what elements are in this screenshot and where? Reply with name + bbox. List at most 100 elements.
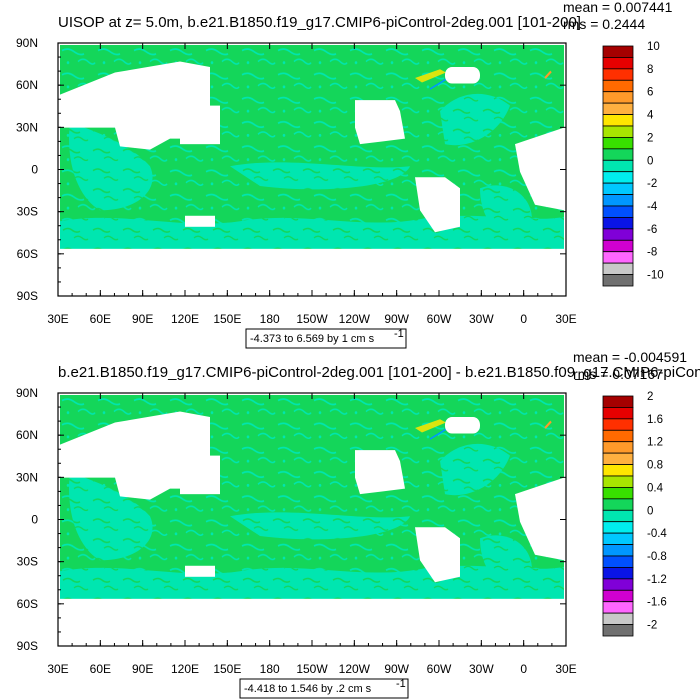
colorbar-label: 4 bbox=[647, 110, 654, 122]
x-tick-label: 90W bbox=[384, 312, 409, 326]
colorbar-label: -6 bbox=[647, 224, 657, 236]
x-tick-label: 120W bbox=[339, 662, 371, 676]
colorbar-swatch bbox=[602, 452, 634, 465]
x-tick-label: 30E bbox=[47, 312, 68, 326]
y-tick-label: 90S bbox=[17, 289, 38, 303]
panel-title: b.e21.B1850.f19_g17.CMIP6-piControl-2deg… bbox=[58, 364, 700, 381]
x-tick-label: 90E bbox=[132, 662, 153, 676]
colorbar-swatch bbox=[602, 601, 634, 614]
x-tick-label: 0 bbox=[520, 662, 527, 676]
y-tick-label: 90N bbox=[16, 36, 38, 50]
colorbar-swatch bbox=[602, 148, 634, 161]
map-plot-area bbox=[57, 42, 567, 297]
colorbar-swatch bbox=[602, 578, 634, 591]
colorbar-swatch bbox=[602, 182, 634, 195]
x-tick-label: 150E bbox=[213, 312, 241, 326]
colorbar-swatch bbox=[602, 498, 634, 511]
x-tick-label: 180 bbox=[260, 312, 280, 326]
x-tick-label: 30E bbox=[555, 662, 576, 676]
x-tick-label: 30W bbox=[469, 312, 494, 326]
colorbar-swatch bbox=[602, 125, 634, 138]
colorbar-label: 2 bbox=[647, 132, 653, 144]
x-tick-label: 120W bbox=[339, 312, 371, 326]
colorbar-label: -1.2 bbox=[647, 574, 667, 586]
x-tick-label: 90W bbox=[384, 662, 409, 676]
y-tick-label: 30S bbox=[17, 555, 38, 569]
colorbar-swatch bbox=[602, 555, 634, 568]
colorbar-swatch bbox=[602, 171, 634, 184]
map-plot-area bbox=[57, 392, 567, 647]
colorbar-swatch bbox=[602, 239, 634, 253]
colorbar-swatch bbox=[602, 217, 634, 230]
colorbar-swatch bbox=[602, 205, 634, 218]
colorbar: 2 1.6 1.2 0.8 0.4 0 -0.4 -0.8 -1.2 -1.6 -2 bbox=[602, 391, 667, 637]
x-tick-label: 150W bbox=[296, 662, 328, 676]
x-tick-label: 150W bbox=[296, 312, 328, 326]
x-tick-label: 30W bbox=[469, 662, 494, 676]
colorbar-label: -10 bbox=[647, 270, 664, 282]
range-label-box: -4.373 to 6.569 by 1 cm s -1 bbox=[245, 328, 407, 349]
panel-top: UISOP at z= 5.0m, b.e21.B1850.f19_g17.CM… bbox=[16, 0, 673, 349]
mean-stat: mean = 0.007441 bbox=[563, 0, 673, 15]
colorbar-swatch bbox=[602, 45, 634, 58]
x-tick-label: 60W bbox=[427, 662, 452, 676]
x-tick-label: 90E bbox=[132, 312, 153, 326]
colorbar: 10 8 6 4 2 0 -2 -4 -6 -8 -10 bbox=[602, 41, 664, 287]
mean-stat: mean = -0.004591 bbox=[573, 349, 687, 365]
rms-stat: rms = 0.07167 bbox=[573, 366, 663, 382]
colorbar-label: -8 bbox=[647, 247, 657, 259]
colorbar-swatch bbox=[602, 487, 634, 500]
y-tick-label: 0 bbox=[31, 163, 38, 177]
colorbar-swatch bbox=[602, 429, 634, 443]
colorbar-swatch bbox=[602, 102, 634, 115]
colorbar-swatch bbox=[602, 114, 634, 127]
colorbar-label: 0.8 bbox=[647, 460, 663, 472]
y-tick-label: 60N bbox=[16, 428, 38, 442]
panel-bottom: b.e21.B1850.f19_g17.CMIP6-piControl-2deg… bbox=[16, 349, 700, 699]
y-tick-label: 30N bbox=[16, 120, 38, 134]
y-axis-ticks: 90N 60N 30N 0 30S 60S 90S bbox=[16, 36, 566, 303]
colorbar-swatch bbox=[602, 418, 634, 431]
colorbar-swatch bbox=[602, 612, 634, 625]
colorbar-swatch bbox=[602, 228, 634, 241]
colorbar-label: 1.6 bbox=[647, 414, 663, 426]
colorbar-label: -0.8 bbox=[647, 551, 667, 563]
colorbar-swatch bbox=[602, 395, 634, 408]
colorbar-swatch bbox=[602, 464, 634, 477]
colorbar-label: 0 bbox=[647, 505, 653, 517]
colorbar-label: -0.4 bbox=[647, 528, 667, 540]
y-tick-label: 60N bbox=[16, 78, 38, 92]
x-tick-label: 30E bbox=[47, 662, 68, 676]
x-tick-label: 30E bbox=[555, 312, 576, 326]
colorbar-label: 0 bbox=[647, 155, 653, 167]
colorbar-label: 10 bbox=[647, 41, 660, 53]
colorbar-label: 0.4 bbox=[647, 482, 664, 494]
range-label: -4.373 to 6.569 by 1 cm s bbox=[250, 333, 375, 345]
panel-title: UISOP at z= 5.0m, b.e21.B1850.f19_g17.CM… bbox=[58, 14, 581, 31]
y-tick-label: 60S bbox=[17, 247, 38, 261]
colorbar-swatch bbox=[602, 68, 634, 81]
colorbar-label: -2 bbox=[647, 178, 657, 190]
x-axis-ticks: 30E 60E 90E 120E 150E 180 150W 120W 90W 60W 30W 0 30… bbox=[47, 43, 577, 326]
colorbar-swatch bbox=[602, 91, 634, 104]
x-tick-label: 60E bbox=[90, 662, 111, 676]
x-tick-label: 120E bbox=[171, 662, 199, 676]
colorbar-swatch bbox=[602, 274, 634, 287]
y-tick-label: 90S bbox=[17, 639, 38, 653]
x-axis-ticks: 30E 60E 90E 120E 150E 180 150W 120W 90W 60W 30W 0 30… bbox=[47, 393, 577, 676]
colorbar-swatch bbox=[602, 441, 634, 454]
y-tick-label: 60S bbox=[17, 597, 38, 611]
colorbar-swatch bbox=[602, 475, 634, 488]
colorbar-label: -1.6 bbox=[647, 597, 667, 609]
colorbar-swatch bbox=[602, 407, 634, 420]
colorbar-label: -2 bbox=[647, 620, 657, 632]
y-tick-label: 90N bbox=[16, 386, 38, 400]
x-tick-label: 60E bbox=[90, 312, 111, 326]
colorbar-swatch bbox=[602, 251, 634, 264]
colorbar-swatch bbox=[602, 532, 634, 545]
y-tick-label: 30N bbox=[16, 470, 38, 484]
colorbar-swatch bbox=[602, 137, 634, 150]
colorbar-swatch bbox=[602, 567, 634, 580]
x-tick-label: 0 bbox=[520, 312, 527, 326]
colorbar-swatch bbox=[602, 521, 634, 534]
